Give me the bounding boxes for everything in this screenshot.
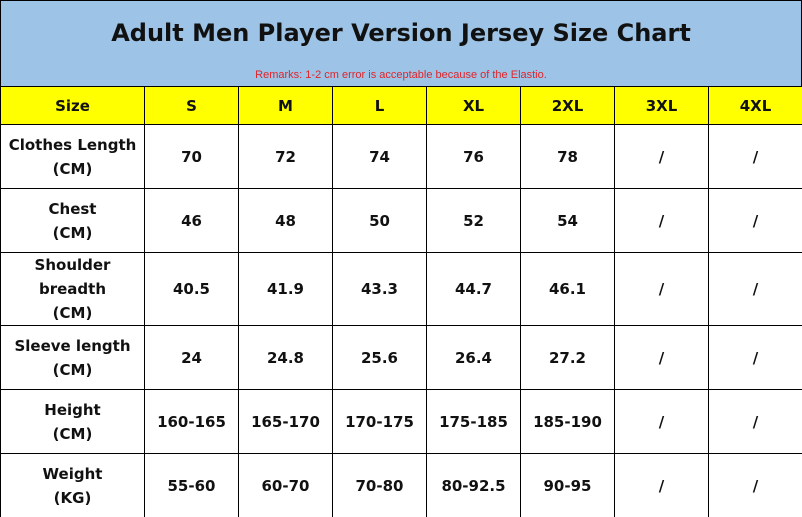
cell: 40.5: [144, 252, 239, 326]
cell: 74: [332, 124, 427, 189]
column-header: M: [238, 86, 333, 125]
row-label: Sleeve length (CM): [0, 325, 145, 390]
cell: /: [708, 389, 802, 454]
title: Adult Men Player Version Jersey Size Cha…: [111, 19, 691, 47]
row-label-line: (CM): [52, 360, 93, 379]
column-header: 3XL: [614, 86, 709, 125]
cell: 44.7: [426, 252, 521, 326]
title-band: Adult Men Player Version Jersey Size Cha…: [0, 0, 802, 86]
table-row: Clothes Length (CM) 70 72 74 76 78//: [0, 124, 802, 189]
row-label-line: Sleeve length: [14, 336, 131, 355]
cell: 41.9: [238, 252, 333, 326]
cell: 26.4: [426, 325, 521, 390]
cell: 90-95: [520, 453, 615, 517]
row-label-line: Chest: [48, 199, 97, 218]
cell: 70: [144, 124, 239, 189]
cell: 43.3: [332, 252, 427, 326]
cell: /: [708, 188, 802, 253]
header-row: Size S M L XL 2XL 3XL 4XL: [0, 86, 802, 125]
cell: 46.1: [520, 252, 615, 326]
cell: /: [708, 453, 802, 517]
cell: 52: [426, 188, 521, 253]
row-label-line: (KG): [53, 488, 92, 507]
cell: /: [614, 325, 709, 390]
cell: /: [708, 325, 802, 390]
table-row: Shoulder breadth (CM) 40.5 41.9 43.3 44.7 46.1…: [0, 252, 802, 326]
table-row: Sleeve length (CM) 24 24.8 25.6 26.4 27.2//: [0, 325, 802, 390]
row-label-line: Height: [44, 400, 101, 419]
row-label: Shoulder breadth (CM): [0, 252, 145, 326]
column-header: Size: [0, 86, 145, 125]
cell: 70-80: [332, 453, 427, 517]
column-header: L: [332, 86, 427, 125]
cell: 55-60: [144, 453, 239, 517]
column-header: 2XL: [520, 86, 615, 125]
cell: 170-175: [332, 389, 427, 454]
cell: 185-190: [520, 389, 615, 454]
cell: 48: [238, 188, 333, 253]
size-table: Size S M L XL 2XL 3XL 4XL Clothes Length (CM) 70 72…: [0, 86, 802, 517]
cell: /: [614, 252, 709, 326]
row-label: Clothes Length (CM): [0, 124, 145, 189]
cell: 54: [520, 188, 615, 253]
cell: 72: [238, 124, 333, 189]
row-label: Chest (CM): [0, 188, 145, 253]
table-row: Chest (CM) 46 48 50 52 54//: [0, 188, 802, 253]
row-label-line: Clothes Length: [8, 135, 137, 154]
cell: /: [614, 188, 709, 253]
cell: 78: [520, 124, 615, 189]
cell: 24: [144, 325, 239, 390]
cell: 175-185: [426, 389, 521, 454]
cell: /: [614, 453, 709, 517]
cell: 60-70: [238, 453, 333, 517]
row-label: Weight (KG): [0, 453, 145, 517]
cell: 27.2: [520, 325, 615, 390]
cell: 80-92.5: [426, 453, 521, 517]
table-row: Weight (KG) 55-60 60-70 70-80 80-92.5 90-95//: [0, 453, 802, 517]
row-label-line: (CM): [52, 223, 93, 242]
cell: /: [614, 124, 709, 189]
cell: 46: [144, 188, 239, 253]
row-label-line: (CM): [52, 424, 93, 443]
row-label-line: Weight: [42, 464, 103, 483]
remark: Remarks: 1-2 cm error is acceptable beca…: [255, 69, 547, 81]
cell: 76: [426, 124, 521, 189]
cell: /: [708, 252, 802, 326]
cell: 165-170: [238, 389, 333, 454]
cell: 50: [332, 188, 427, 253]
row-label-line: (CM): [52, 159, 93, 178]
column-header: XL: [426, 86, 521, 125]
cell: 160-165: [144, 389, 239, 454]
cell: 24.8: [238, 325, 333, 390]
row-label-line: (CM): [52, 304, 93, 322]
row-label: Height (CM): [0, 389, 145, 454]
column-header: 4XL: [708, 86, 802, 125]
table-row: Height (CM) 160-165 165-170 170-175 175-185 18…: [0, 389, 802, 454]
cell: 25.6: [332, 325, 427, 390]
column-header: S: [144, 86, 239, 125]
cell: /: [708, 124, 802, 189]
row-label-line: Shoulder breadth: [34, 256, 111, 298]
cell: /: [614, 389, 709, 454]
